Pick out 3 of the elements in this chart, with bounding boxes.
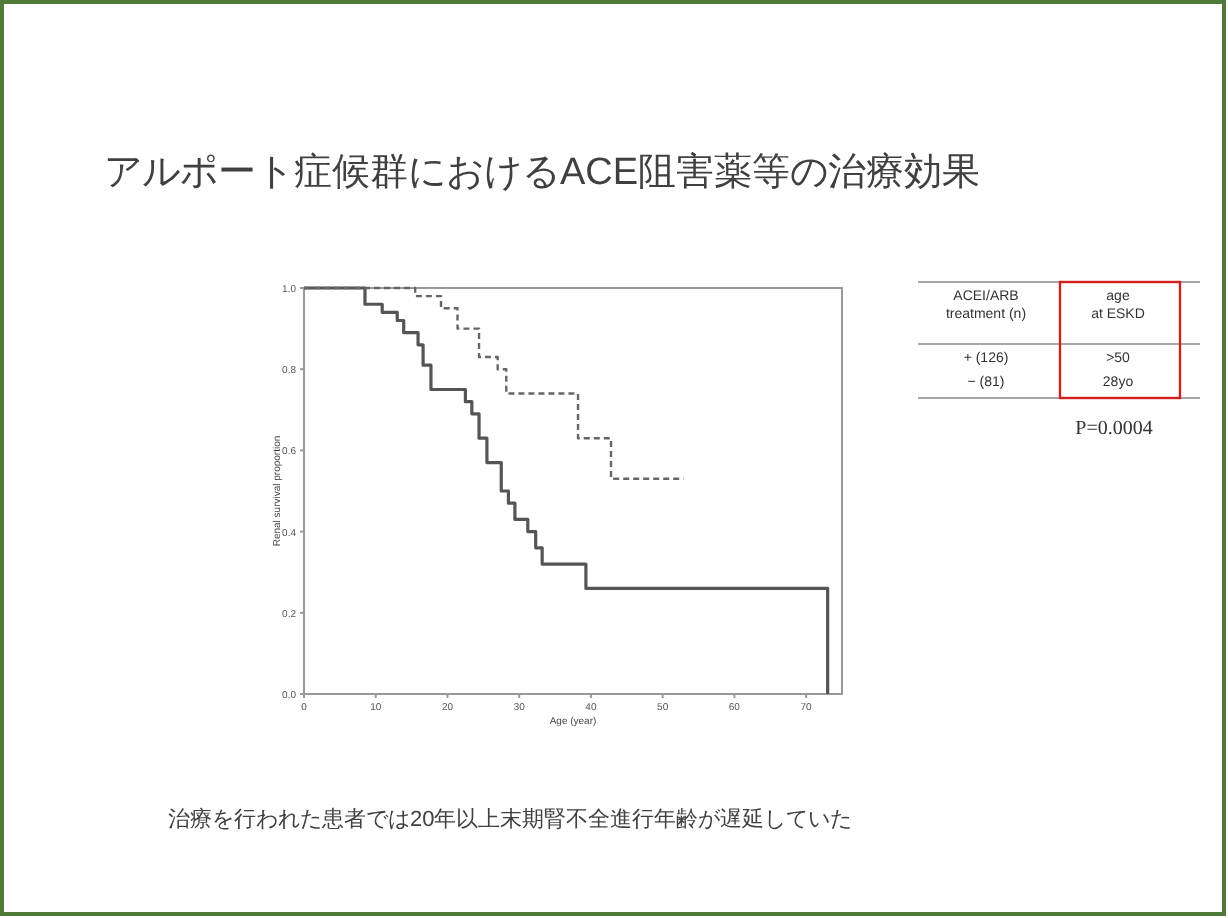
- chart-title: アルポート症候群におけるACE阻害薬等の治療効果: [104, 150, 981, 194]
- text: P=0.0004: [1075, 418, 1153, 440]
- text: 治療を行われた患者では20年以上末期腎不全進行年齢が遅延していた: [168, 806, 853, 832]
